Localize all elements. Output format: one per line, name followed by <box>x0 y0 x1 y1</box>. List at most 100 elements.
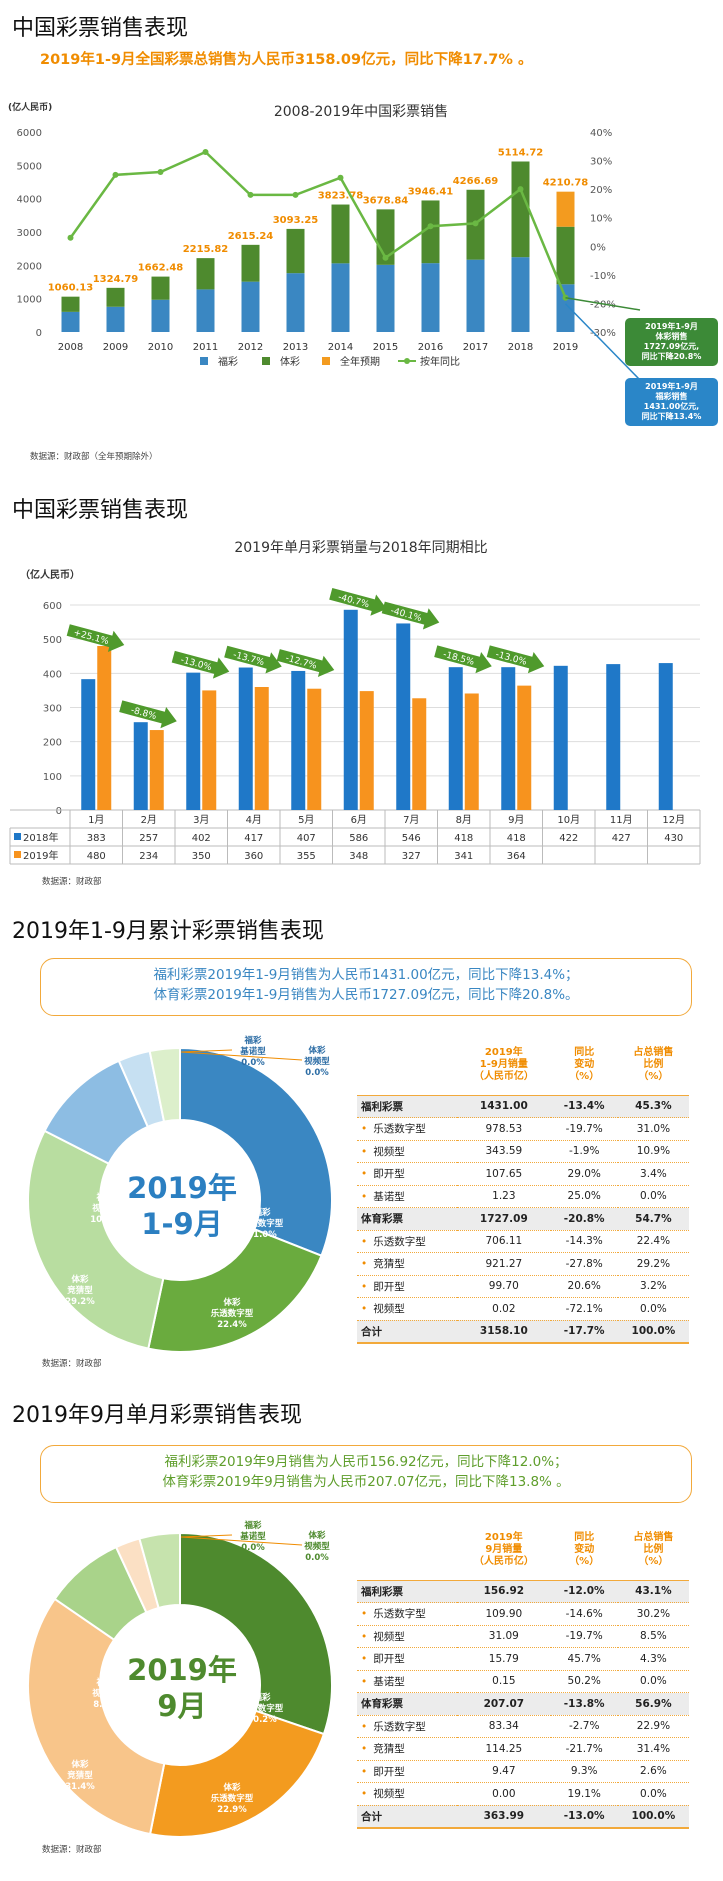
row-label: • 视频型 <box>357 1140 458 1163</box>
bar-2019 <box>202 690 217 810</box>
legend-swatch <box>322 357 330 365</box>
callout-fucai-line: 1431.00亿元, <box>643 402 700 411</box>
x-tick-label: 2月 <box>141 814 157 826</box>
share-pct: 30.2% <box>617 1602 689 1626</box>
yoy-point <box>292 191 299 198</box>
table-row: • 即开型 107.65 29.0% 3.4% <box>357 1162 689 1186</box>
section3-source: 数据源：财政部 <box>42 1359 102 1369</box>
yoy-change: -20.8% <box>550 1207 618 1231</box>
slice-label: 0.0% <box>305 1553 329 1563</box>
table-row: • 视频型 31.09 -19.7% 8.5% <box>357 1625 689 1648</box>
slice-label: 福彩 <box>252 1207 271 1218</box>
share-pct: 0.0% <box>617 1670 689 1693</box>
bar-fucai <box>286 273 305 332</box>
change-label: -8.8% <box>130 706 158 723</box>
slice-label: 体彩 <box>71 1759 89 1770</box>
table-row: • 基诺型 0.15 50.2% 0.0% <box>357 1670 689 1693</box>
row-label: • 视频型 <box>357 1297 458 1321</box>
change-arrow: -13.0% <box>171 650 230 679</box>
sales-value: 114.25 <box>457 1737 551 1761</box>
table-row: 体育彩票 207.07 -13.8% 56.9% <box>357 1692 689 1716</box>
table-row: 合计 363.99 -13.0% 100.0% <box>357 1805 689 1829</box>
callout-tiyu-line: 2019年1-9月 <box>645 322 698 331</box>
table-row: 福利彩票 156.92 -12.0% 43.1% <box>357 1580 689 1603</box>
slice-label: 0.0% <box>305 1068 329 1078</box>
label-leader <box>180 1051 303 1061</box>
table-row: • 乐透数字型 706.11 -14.3% 22.4% <box>357 1230 689 1253</box>
yoy-change: -72.1% <box>550 1297 618 1321</box>
slice-label: 0.0% <box>241 1543 265 1553</box>
value-label-2019: 480 <box>87 851 106 862</box>
row-label-text: 即开型 <box>373 1765 405 1778</box>
row-label: • 乐透数字型 <box>357 1602 458 1626</box>
bullet-icon: • <box>361 1235 368 1248</box>
share-pct: 31.4% <box>617 1737 689 1761</box>
total-label: 4210.78 <box>543 178 589 189</box>
y2-tick-label: 20% <box>590 185 612 196</box>
header-cell: 占总销售 比例 （%） <box>617 1035 689 1096</box>
yoy-change: 50.2% <box>550 1670 618 1693</box>
donut-slice <box>179 1531 333 1736</box>
change-arrow-shape <box>119 700 177 729</box>
change-arrow-shape <box>329 587 387 616</box>
legend-swatch <box>14 851 21 858</box>
change-arrow: -40.7% <box>329 587 387 616</box>
slice-label: 31.4% <box>65 1782 95 1792</box>
slice-label: 竞猜型 <box>66 1285 93 1296</box>
bullet-icon: • <box>361 1608 368 1621</box>
x-tick-label: 5月 <box>298 814 314 826</box>
slice-label: 22.4% <box>217 1320 247 1330</box>
yoy-point <box>247 191 254 198</box>
row-label: • 竞猜型 <box>357 1737 458 1761</box>
callout-fucai-line: 福彩销售 <box>655 392 688 401</box>
donut-slice <box>27 1129 165 1350</box>
total-label: 2215.82 <box>183 244 229 255</box>
donut-slice <box>27 1597 166 1836</box>
slice-label: 8.5% <box>93 1700 117 1710</box>
slice-label: 即开型 <box>125 1163 151 1174</box>
bar-2019 <box>464 693 479 810</box>
slice-label: 福彩 <box>252 1692 271 1703</box>
bullet-icon: • <box>361 1630 368 1643</box>
yoy-point <box>337 174 344 181</box>
donut2-center: 2019年 9月 <box>92 1652 272 1724</box>
x-tick-label: 2011 <box>193 342 218 353</box>
value-label-2019: 360 <box>244 851 263 862</box>
slice-label: 体彩 <box>223 1297 241 1308</box>
y-tick-label: 2000 <box>17 261 42 272</box>
row-label-text: 即开型 <box>373 1653 405 1666</box>
label-leader <box>180 1534 233 1538</box>
slice-label: 福彩 <box>243 1520 262 1531</box>
yoy-change: 20.6% <box>550 1275 618 1298</box>
sales-value: 978.53 <box>457 1117 551 1141</box>
yoy-change: -13.4% <box>550 1095 618 1118</box>
bar-tiyu <box>106 287 125 307</box>
bar-2018 <box>133 722 148 810</box>
summary-line: 体育彩票2019年9月销售为人民币207.07亿元，同比下降13.8% 。 <box>162 1474 570 1490</box>
row-label: • 即开型 <box>357 1162 458 1186</box>
total-label: 4266.69 <box>453 176 499 187</box>
header-cell: 同比 变动 （%） <box>550 1035 618 1096</box>
bar-2019 <box>359 691 374 810</box>
bar-fucai <box>466 259 485 332</box>
y2-tick-label: 30% <box>590 157 612 168</box>
value-label-2018: 418 <box>507 833 526 844</box>
header-line: 比例 <box>643 1058 664 1070</box>
slice-label: 福彩 <box>162 1617 181 1628</box>
slice-label: 乐透数字型 <box>241 1218 284 1229</box>
value-label-2019: 341 <box>454 851 473 862</box>
sales-value: 1.23 <box>457 1185 551 1208</box>
bullet-icon: • <box>361 1720 368 1733</box>
bar-fucai <box>331 263 350 332</box>
header-line: 2019年 <box>484 1531 523 1543</box>
yoy-change: -19.7% <box>550 1625 618 1648</box>
y-tick-label: 600 <box>43 601 62 612</box>
row-label: 福利彩票 <box>357 1580 458 1603</box>
row-label-text: 福利彩票 <box>361 1100 403 1113</box>
slice-label: 福彩 <box>243 1035 262 1046</box>
yoy-change: -13.8% <box>550 1692 618 1716</box>
y-tick-label: 500 <box>43 635 62 646</box>
bar-2019 <box>307 688 322 810</box>
chart1-title: 2008-2019年中国彩票销售 <box>274 104 448 120</box>
header-line: （人民币亿） <box>473 1070 534 1082</box>
